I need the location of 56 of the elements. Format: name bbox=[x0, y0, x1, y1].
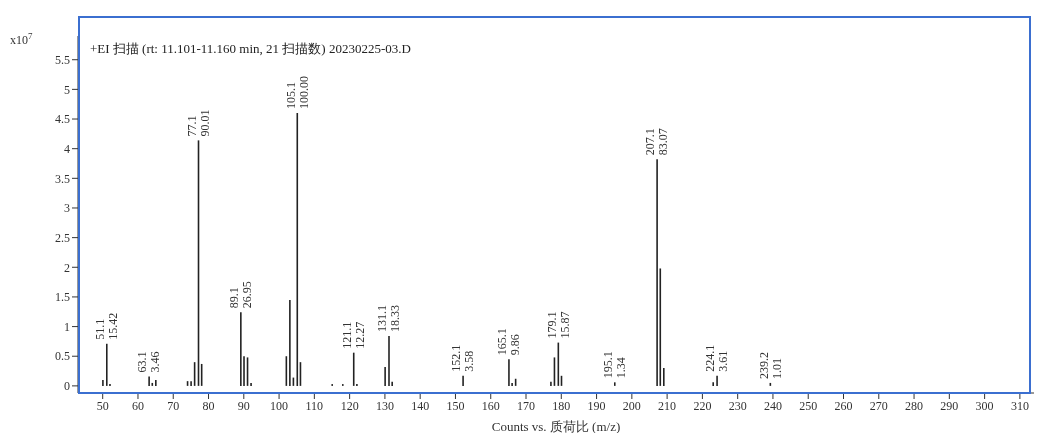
annotation: 224.1 3.61 bbox=[703, 344, 731, 372]
x-tick-label: 140 bbox=[411, 398, 430, 413]
annotation: 179.1 15.87 bbox=[544, 311, 572, 339]
annotation: 207.1 83.07 bbox=[643, 128, 671, 156]
x-tick-label: 190 bbox=[587, 398, 606, 413]
y-tick-label: 0.5 bbox=[55, 349, 70, 364]
y-tick-label: 3.5 bbox=[55, 171, 70, 186]
y-tick-label: 3 bbox=[64, 201, 70, 216]
y-tick-label: 0 bbox=[64, 379, 70, 394]
x-tick-label: 170 bbox=[517, 398, 536, 413]
x-tick-label: 250 bbox=[799, 398, 818, 413]
x-tick-label: 50 bbox=[96, 398, 109, 413]
chart-title: +EI 扫描 (rt: 11.101-11.160 min, 21 扫描数) 20230225-03.D bbox=[90, 41, 411, 56]
annotation: 152.1 3.58 bbox=[449, 344, 477, 372]
annotation: 63.1 3.46 bbox=[135, 351, 163, 373]
annotation: 51.1 15.42 bbox=[93, 312, 121, 340]
y-tick-label: 1 bbox=[64, 319, 70, 334]
y-tick-label: 4.5 bbox=[55, 112, 70, 127]
x-tick-label: 300 bbox=[975, 398, 994, 413]
y-axis-title: x10$^{7}$ bbox=[10, 31, 33, 47]
annotation: 89.1 26.95 bbox=[227, 281, 255, 309]
x-tick-label: 80 bbox=[202, 398, 215, 413]
x-tick-label: 260 bbox=[834, 398, 853, 413]
annotation: 165.1 9.86 bbox=[495, 328, 523, 356]
annotation: 131.1 18.33 bbox=[375, 305, 403, 333]
x-tick-label: 240 bbox=[763, 398, 782, 413]
x-tick-label: 200 bbox=[622, 398, 641, 413]
x-tick-label: 90 bbox=[237, 398, 250, 413]
x-tick-label: 210 bbox=[658, 398, 677, 413]
x-tick-label: 130 bbox=[375, 398, 394, 413]
x-axis-title: Counts vs. 质荷比 (m/z) bbox=[491, 419, 621, 434]
y-tick-label: 1.5 bbox=[55, 290, 70, 305]
x-tick-label: 150 bbox=[446, 398, 465, 413]
annotation: 77.1 90.01 bbox=[184, 109, 212, 137]
x-tick-label: 290 bbox=[940, 398, 959, 413]
x-tick-label: 120 bbox=[340, 398, 359, 413]
annotation: 239.2 1.01 bbox=[756, 351, 784, 379]
x-tick-label: 280 bbox=[905, 398, 924, 413]
x-tick-label: 70 bbox=[167, 398, 180, 413]
annotation: 121.1 12.27 bbox=[340, 321, 368, 349]
x-tick-label: 60 bbox=[131, 398, 144, 413]
x-tick-label: 180 bbox=[552, 398, 571, 413]
x-tick-label: 220 bbox=[693, 398, 712, 413]
annotation: 105.1 100.00 bbox=[283, 76, 311, 110]
x-tick-label: 230 bbox=[728, 398, 747, 413]
x-tick-label: 270 bbox=[869, 398, 888, 413]
annotation: 195.1 1.34 bbox=[601, 351, 629, 379]
y-tick-label: 2.5 bbox=[55, 230, 70, 245]
y-tick-label: 4 bbox=[64, 141, 70, 156]
y-tick-label: 5 bbox=[64, 82, 70, 97]
y-tick-label: 2 bbox=[64, 260, 70, 275]
y-tick-label: 5.5 bbox=[55, 52, 70, 67]
x-tick-label: 100 bbox=[270, 398, 289, 413]
x-tick-label: 110 bbox=[305, 398, 324, 413]
x-tick-label: 310 bbox=[1010, 398, 1029, 413]
x-tick-label: 160 bbox=[481, 398, 500, 413]
